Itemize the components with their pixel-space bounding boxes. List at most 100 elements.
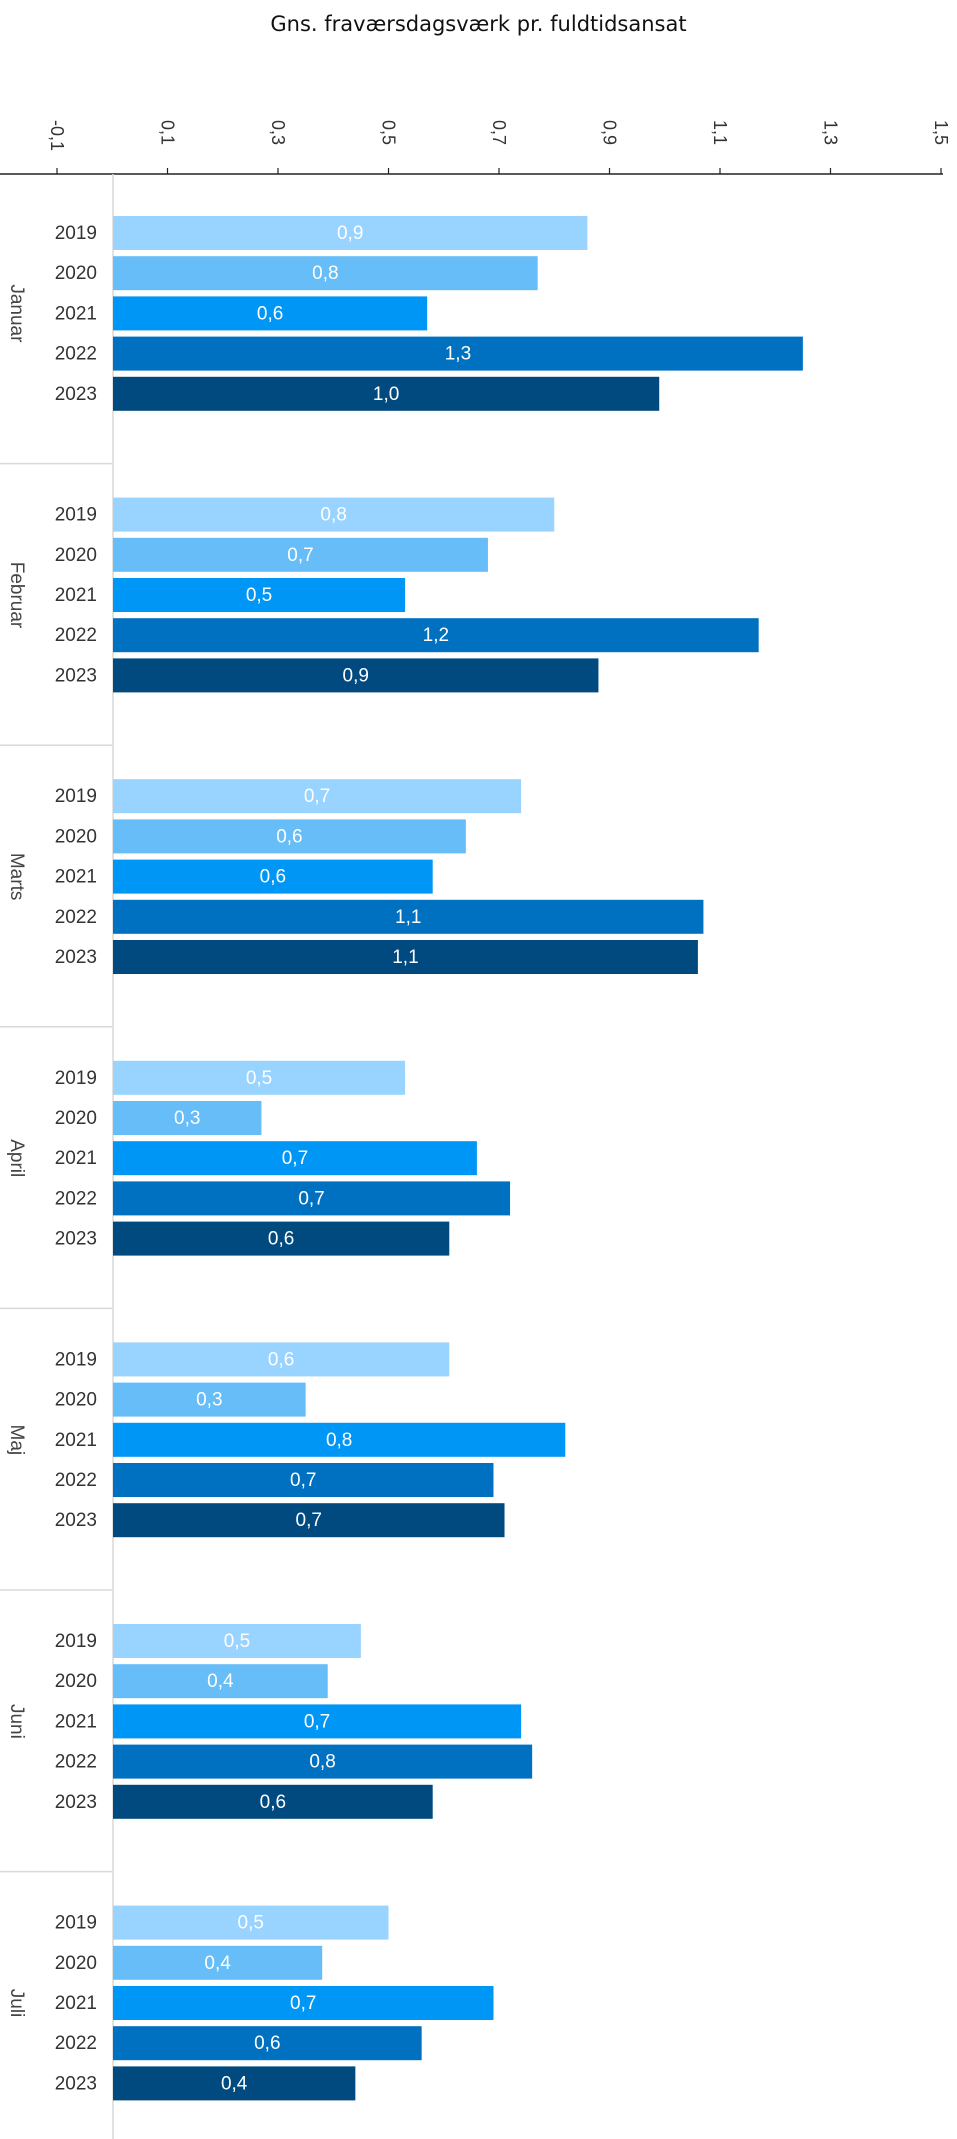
bar <box>113 1221 450 1256</box>
year-label: 2023 <box>55 1510 97 1531</box>
bar <box>113 1624 361 1658</box>
x-tick-label: 0,5 <box>379 120 399 145</box>
bar <box>113 376 660 411</box>
year-label: 2022 <box>55 1188 97 1209</box>
data-label: 0,6 <box>257 303 283 324</box>
month-label: Maj <box>6 1424 27 1455</box>
bar <box>113 1422 566 1457</box>
bar <box>113 1664 328 1699</box>
bar <box>113 658 599 693</box>
data-label: 0,9 <box>343 665 369 686</box>
data-label: 0,7 <box>287 545 313 566</box>
year-label: 2021 <box>55 867 97 888</box>
year-label: 2020 <box>55 1108 97 1129</box>
data-label: 0,6 <box>268 1229 294 1250</box>
year-label: 2023 <box>55 947 97 968</box>
bar <box>113 1784 433 1819</box>
year-label: 2019 <box>55 1631 97 1652</box>
x-tick-label: -0,1 <box>47 120 67 151</box>
data-label: 0,5 <box>238 1913 264 1934</box>
year-label: 2022 <box>55 907 97 928</box>
data-label: 0,8 <box>320 505 346 526</box>
x-tick-label: 0,7 <box>489 120 509 145</box>
data-label: 0,7 <box>282 1148 308 1169</box>
data-label: 0,3 <box>196 1390 222 1411</box>
data-label: 0,5 <box>246 585 272 606</box>
bar <box>113 537 488 572</box>
year-label: 2023 <box>55 665 97 686</box>
year-label: 2021 <box>55 1148 97 1169</box>
year-label: 2019 <box>55 786 97 807</box>
bar <box>113 1060 406 1095</box>
x-tick-label: 1,1 <box>710 120 730 145</box>
year-label: 2021 <box>55 1993 97 2014</box>
bar <box>113 819 466 854</box>
data-label: 0,7 <box>298 1188 324 1209</box>
bar <box>113 336 803 371</box>
year-label: 2019 <box>55 1068 97 1089</box>
year-label: 2020 <box>55 1953 97 1974</box>
data-label: 0,6 <box>260 867 286 888</box>
x-tick-label: 1,5 <box>931 120 951 145</box>
x-tick-label: 0,1 <box>158 120 178 145</box>
bar <box>113 1141 477 1176</box>
data-label: 0,8 <box>309 1752 335 1773</box>
bar <box>113 296 428 331</box>
bar <box>113 779 522 814</box>
year-label: 2021 <box>55 1711 97 1732</box>
data-label: 1,2 <box>423 625 449 646</box>
data-label: 0,4 <box>221 2073 248 2094</box>
year-label: 2023 <box>55 1792 97 1813</box>
year-label: 2023 <box>55 2073 97 2094</box>
year-label: 2021 <box>55 303 97 324</box>
bar <box>113 618 759 653</box>
data-label: 1,3 <box>445 344 471 365</box>
year-label: 2021 <box>55 1430 97 1451</box>
data-label: 0,3 <box>174 1108 200 1129</box>
chart-title: Gns. fraværsdagsværk pr. fuldtidsansat <box>270 12 687 36</box>
bar <box>113 256 538 291</box>
year-label: 2019 <box>55 505 97 526</box>
bar <box>113 1382 306 1417</box>
year-label: 2019 <box>55 1349 97 1370</box>
x-tick-label: 0,9 <box>600 120 620 145</box>
bar <box>113 1463 494 1497</box>
data-label: 0,6 <box>268 1349 294 1370</box>
bar <box>113 1704 522 1739</box>
year-label: 2022 <box>55 344 97 365</box>
year-label: 2020 <box>55 826 97 847</box>
year-label: 2021 <box>55 585 97 606</box>
month-label: Juni <box>6 1704 27 1739</box>
month-label: April <box>6 1139 27 1177</box>
bar <box>113 2026 422 2061</box>
data-label: 0,5 <box>246 1068 272 1089</box>
year-label: 2019 <box>55 223 97 244</box>
bar <box>113 1181 511 1216</box>
data-label: 0,9 <box>337 223 363 244</box>
year-label: 2020 <box>55 263 97 284</box>
data-label: 1,1 <box>395 907 421 928</box>
data-label: 0,6 <box>254 2033 280 2054</box>
data-label: 0,7 <box>290 1470 316 1491</box>
month-label: Januar <box>6 284 27 343</box>
bar <box>113 578 406 612</box>
month-label: Februar <box>6 562 27 629</box>
group-separators <box>0 462 113 1873</box>
data-label: 0,4 <box>207 1671 234 1692</box>
data-label: 1,1 <box>392 947 418 968</box>
bar <box>113 1503 505 1538</box>
data-label: 0,5 <box>224 1631 250 1652</box>
bar <box>113 1986 494 2020</box>
bar <box>113 1101 262 1135</box>
data-label: 1,0 <box>373 384 399 405</box>
data-label: 0,7 <box>304 786 330 807</box>
data-label: 0,7 <box>296 1510 322 1531</box>
year-label: 2022 <box>55 1470 97 1491</box>
year-label: 2022 <box>55 625 97 646</box>
bar <box>113 497 555 532</box>
bar <box>113 1905 389 1940</box>
bar <box>113 940 698 974</box>
year-label: 2022 <box>55 1752 97 1773</box>
month-label: Marts <box>6 853 27 901</box>
data-label: 0,6 <box>276 826 302 847</box>
